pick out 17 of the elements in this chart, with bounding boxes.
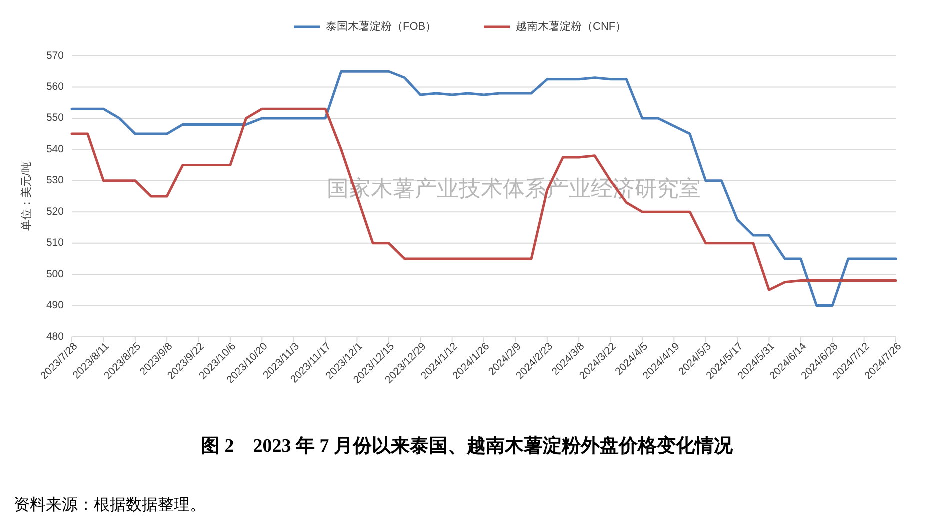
y-axis-title: 单位：美元/吨 xyxy=(20,162,33,232)
text: 图 2 2023 年 7 月份以来泰国、越南木薯淀粉外盘价格变化情况 xyxy=(201,435,734,457)
y-tick-label: 530 xyxy=(46,174,64,187)
y-tick-label: 560 xyxy=(46,81,64,94)
text: 资料来源：根据数据整理。 xyxy=(14,496,206,514)
y-tick-label: 540 xyxy=(46,143,64,156)
y-tick-label: 510 xyxy=(46,237,64,250)
y-tick-label: 570 xyxy=(46,50,64,62)
line-series xyxy=(70,108,898,292)
line-series xyxy=(70,70,898,308)
y-tick-label: 550 xyxy=(46,112,64,124)
legend-label: 泰国木薯淀粉（FOB） xyxy=(326,20,437,33)
y-tick-label: 480 xyxy=(46,330,64,343)
y-tick-label: 500 xyxy=(46,268,64,280)
y-tick-label: 520 xyxy=(46,206,64,218)
y-tick-label: 490 xyxy=(46,300,64,312)
legend-label: 越南木薯淀粉（CNF） xyxy=(516,20,627,33)
